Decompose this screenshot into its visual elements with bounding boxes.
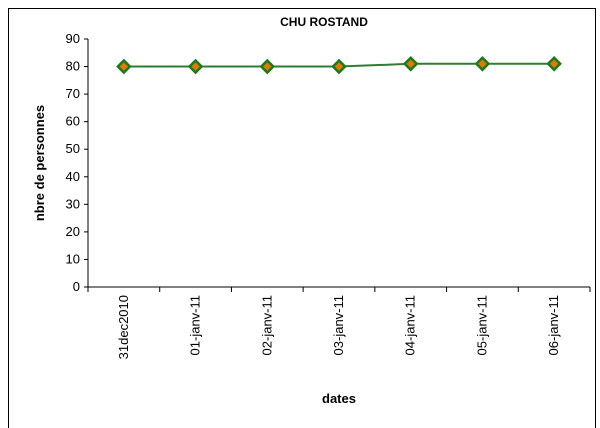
x-tick-label: 02-janv-11 (259, 295, 274, 355)
data-point (259, 58, 276, 75)
y-tick-label: 40 (66, 169, 80, 184)
data-point (116, 58, 132, 75)
y-tick-label: 0 (73, 279, 80, 294)
x-axis-label: dates (322, 391, 356, 406)
y-tick-label: 90 (66, 31, 80, 46)
chart-title: CHU ROSTAND (280, 15, 368, 29)
y-tick-label: 10 (66, 251, 80, 266)
series-layer (116, 56, 562, 75)
data-point (474, 56, 491, 72)
x-tick-label: 06-janv-11 (546, 295, 561, 355)
data-point (331, 58, 347, 75)
x-tick-label: 01-janv-11 (188, 295, 203, 355)
y-ticks: 0 10 20 30 40 50 60 70 80 90 (66, 31, 88, 294)
y-tick-label: 30 (66, 196, 80, 211)
x-tick-label: 03-janv-11 (331, 295, 346, 355)
y-tick-label: 20 (66, 224, 80, 239)
x-tick-label: 05-janv-11 (474, 295, 489, 355)
x-tick-label: 04-janv-11 (403, 295, 418, 355)
plot-area: 0 10 20 30 40 50 60 70 80 90 31dec2010 01-janv-11 0… (66, 31, 591, 359)
y-tick-label: 70 (66, 86, 80, 101)
x-ticks: 31dec2010 01-janv-11 02-janv-11 03-janv-11 0… (87, 287, 591, 359)
y-tick-label: 60 (66, 114, 80, 129)
x-tick-label: 31dec2010 (116, 295, 131, 359)
chart-frame (8, 8, 596, 428)
y-tick-label: 50 (66, 141, 80, 156)
y-tick-label: 80 (66, 59, 80, 74)
y-axis-label: nbre de personnes (32, 105, 47, 221)
data-point (546, 56, 562, 72)
data-point (402, 56, 419, 72)
data-point (187, 58, 204, 75)
